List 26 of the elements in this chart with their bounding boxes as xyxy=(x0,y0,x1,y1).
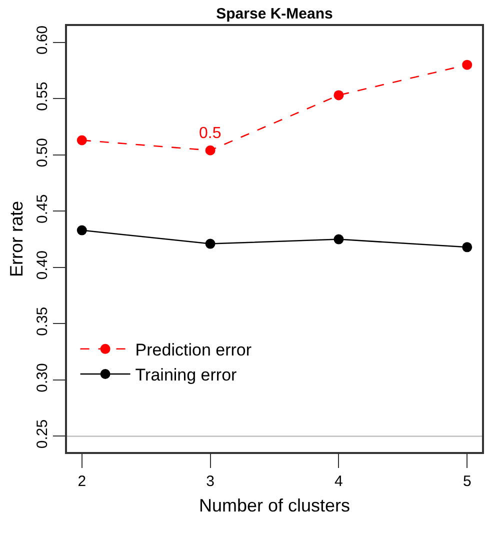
legend-label: Training error xyxy=(135,366,238,385)
x-tick-label: 4 xyxy=(334,473,343,490)
y-tick-label: 0.35 xyxy=(34,306,51,336)
point xyxy=(205,145,216,156)
point xyxy=(334,234,344,244)
y-tick-label: 0.25 xyxy=(34,419,51,449)
point xyxy=(205,238,216,249)
y-tick-label: 0.55 xyxy=(34,82,51,111)
point xyxy=(462,60,472,70)
point xyxy=(334,90,344,100)
legend-label: Prediction error xyxy=(135,340,252,360)
y-tick-label: 0.40 xyxy=(34,250,51,280)
y-tick-label: 0.30 xyxy=(34,363,51,392)
y-axis-title: Error rate xyxy=(6,200,27,278)
y-tick-label: 0.60 xyxy=(34,25,51,55)
y-tick-label: 0.45 xyxy=(34,194,51,224)
chart-title: Sparse K-Means xyxy=(216,6,333,23)
point xyxy=(462,242,472,252)
x-tick-label: 5 xyxy=(462,473,472,490)
annotation: 0.5 xyxy=(199,125,222,142)
y-tick-label: 0.50 xyxy=(34,138,51,168)
point xyxy=(76,225,87,236)
x-axis-title: Number of clusters xyxy=(198,496,350,516)
x-tick-label: 2 xyxy=(78,473,86,490)
point xyxy=(76,135,87,146)
x-tick-label: 3 xyxy=(206,473,214,490)
